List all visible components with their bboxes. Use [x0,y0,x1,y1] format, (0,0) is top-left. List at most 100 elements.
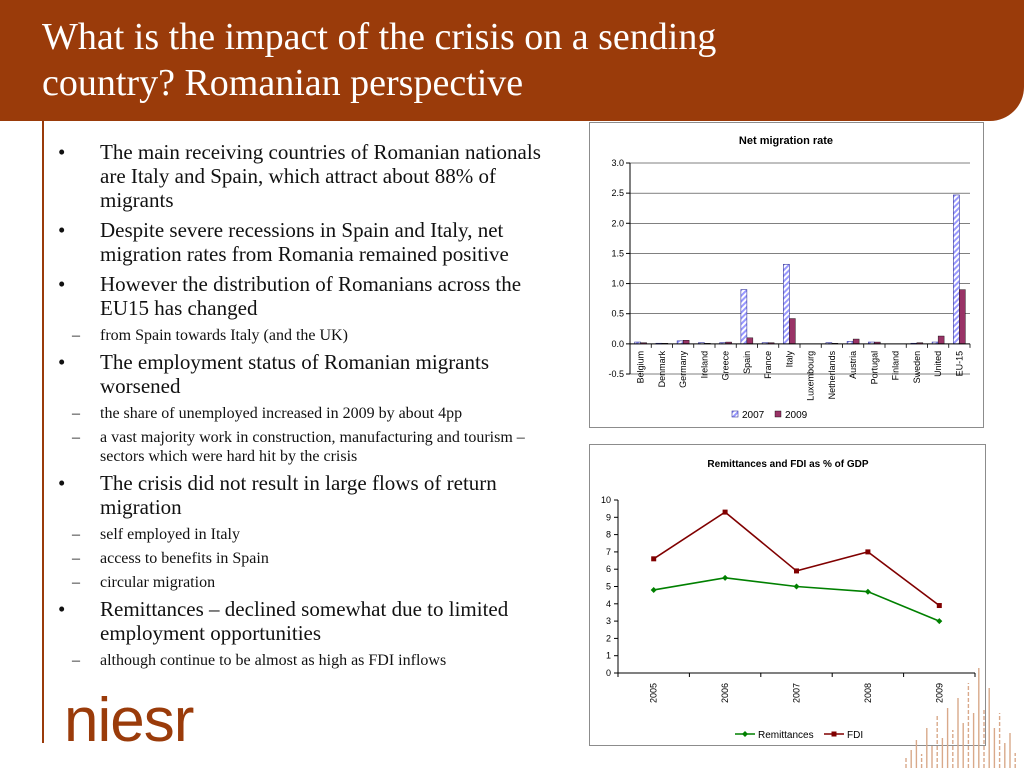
bullet-marker: • [58,218,66,242]
y-tick-label: 4 [606,599,611,609]
y-tick-label: 9 [606,512,611,522]
x-tick-label: Netherlands [827,350,837,399]
legend-label-2007: 2007 [742,410,765,421]
bullet-marker: • [58,597,66,621]
bullet-marker: – [72,526,80,543]
y-tick-label: 0 [606,668,611,678]
bar-2009 [789,318,796,345]
bullet-marker: • [58,471,66,495]
x-tick-label: 2009 [934,683,944,703]
y-tick-label: 3 [606,616,611,626]
x-tick-label: Germany [678,350,688,388]
decorative-bar-pattern [905,668,1016,768]
remittances-point [793,583,800,590]
sub-bullet-item: – a vast majority work in construction, m… [13,428,548,466]
y-tick-label: 2 [606,633,611,643]
y-tick-label: 0.5 [611,309,624,319]
legend-label-remittances: Remittances [758,730,814,741]
x-tick-label: Austria [848,351,858,379]
bullet-marker: – [72,327,80,344]
remittances-point [650,586,657,593]
x-tick-label: 2007 [792,683,802,703]
title-bar: What is the impact of the crisis on a se… [0,0,1024,121]
bullet-text: self employed in Italy [100,526,240,543]
bullet-marker: • [58,272,66,296]
legend-marker-remittances [742,731,748,737]
x-tick-label: France [763,351,773,379]
side-divider [42,121,44,743]
fdi-point [936,603,942,609]
chart-title: Remittances and FDI as % of GDP [707,459,868,470]
sub-bullet-item: – although continue to be almost as high … [13,651,548,670]
x-tick-label: 2006 [720,683,730,703]
bullet-text: access to benefits in Spain [100,550,269,567]
niesr-logo: niesr [64,686,194,755]
bullet-item: • Despite severe recessions in Spain and … [58,218,548,266]
legend-label-fdi: FDI [847,730,863,741]
bullet-marker: • [58,350,66,374]
sub-bullet-item: – self employed in Italy [13,525,548,544]
remittances-fdi-chart: Remittances and FDI as % of GDP 10 9 8 7 6 5 4 3… [589,444,986,746]
bullet-text: The main receiving countries of Romanian… [100,140,541,212]
bullet-text: circular migration [100,574,216,591]
bullet-text: the share of unemployed increased in 200… [100,405,463,422]
x-tick-label: 2005 [649,683,659,703]
x-tick-label: Belgium [636,351,646,384]
bullet-text: The crisis did not result in large flows… [100,471,497,519]
sub-bullet-item: – the share of unemployed increased in 20… [13,404,548,423]
y-tick-label: 6 [606,564,611,574]
bullet-marker: – [72,405,80,422]
sub-bullet-item: – circular migration [13,573,548,592]
slide-title: What is the impact of the crisis on a se… [42,14,982,106]
legend-swatch-2009 [774,410,782,418]
fdi-point [794,568,799,574]
bullet-text: from Spain towards Italy (and the UK) [100,327,348,344]
slide-title-line-1: What is the impact of the crisis on a se… [42,16,717,58]
y-tick-label: 1 [606,651,611,661]
fdi-point [722,509,728,515]
bullet-text: Remittances – declined somewhat due to l… [100,597,509,645]
x-tick-label: EU-15 [954,351,964,377]
bar-2009 [959,289,966,345]
x-tick-label: Italy [784,350,794,367]
bar-2007 [783,263,790,345]
chart-title: Net migration rate [739,135,833,147]
y-tick-label: 0.0 [611,339,624,349]
y-tick-label: 2.0 [611,218,624,228]
net-migration-chart-svg: Net migration rate 3.0 2.5 2.0 1.5 1.0 0.5 0.0 -… [608,135,971,421]
bar-2007 [740,289,748,345]
bullet-text: Despite severe recessions in Spain and I… [100,218,509,266]
y-tick-label: 8 [606,530,611,540]
bullet-marker: – [72,429,80,446]
y-tick-label: 2.5 [611,188,624,198]
slide-title-line-2: country? Romanian perspective [42,62,524,104]
bullet-marker: • [58,140,66,164]
remittances-fdi-chart-svg: Remittances and FDI as % of GDP109876543… [601,459,976,741]
bullet-marker: – [72,550,80,567]
remittances-point [722,574,729,581]
bullet-text: However the distribution of Romanians ac… [100,272,522,320]
bar-2007 [953,194,960,345]
bar-2009 [682,340,690,345]
y-tick-label: 10 [601,495,611,505]
sub-bullet-item: – access to benefits in Spain [13,549,548,568]
net-migration-chart: Net migration rate 3.0 2.5 2.0 1.5 1.0 0.5 0.0 -… [589,122,984,428]
fdi-point [865,549,871,555]
x-tick-label: Sweden [912,351,922,384]
x-tick-label: Greece [721,351,731,381]
x-tick-label: Spain [742,351,752,374]
remittances-point [864,588,871,595]
bullet-item: • Remittances – declined somewhat due to … [58,597,548,645]
bullet-text: a vast majority work in construction, ma… [100,429,525,465]
sub-bullet-item: – from Spain towards Italy (and the UK) [13,326,548,345]
x-tick-label: United [933,351,943,377]
x-tick-label: Denmark [657,350,667,387]
bullet-marker: – [72,574,80,591]
bullet-text: The employment status of Romanian migran… [100,350,490,398]
bullet-item: • The main receiving countries of Romania… [58,140,548,212]
x-tick-label: 2008 [863,683,873,703]
bullet-marker: – [72,652,80,669]
y-tick-label: 7 [606,547,611,557]
chart-legend: Remittances FDI [735,730,863,741]
legend-swatch-2007 [731,410,739,418]
